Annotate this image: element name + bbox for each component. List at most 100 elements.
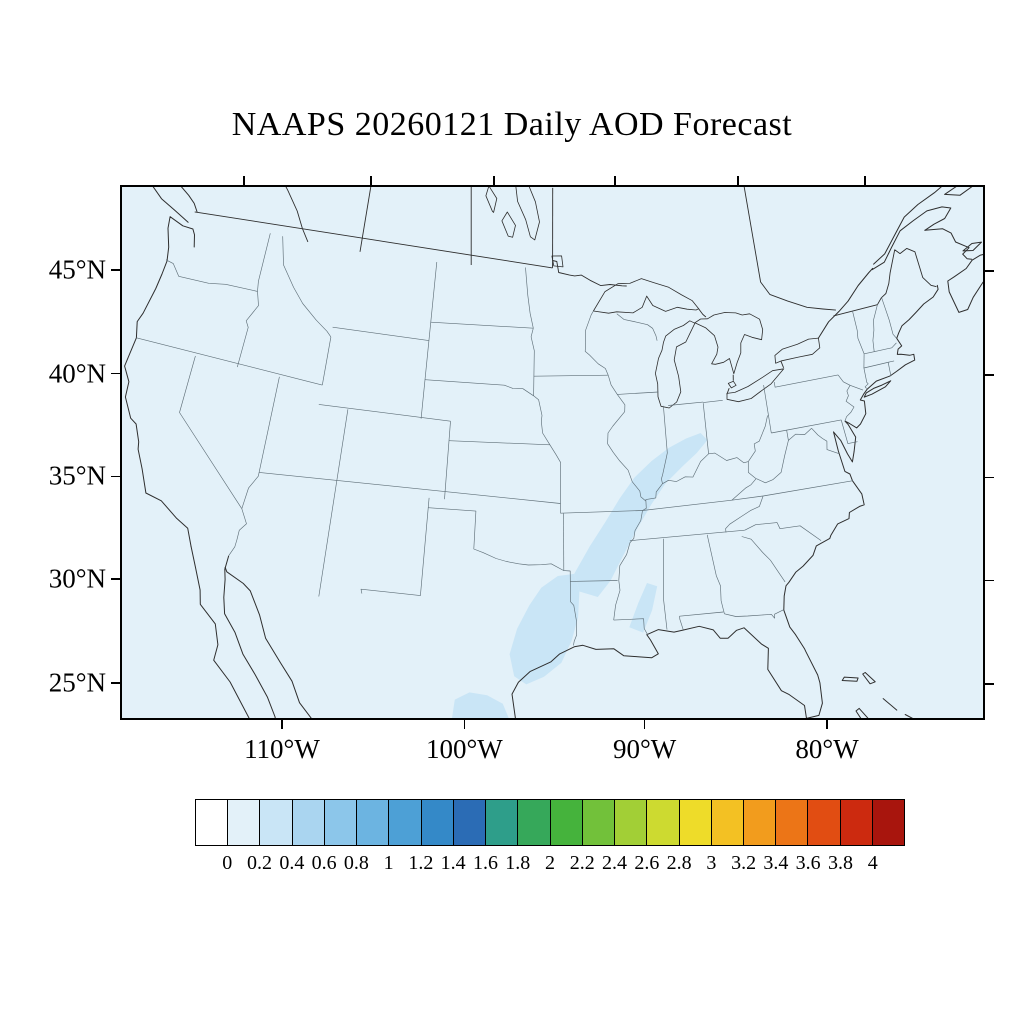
state-border	[887, 362, 892, 376]
state-border	[786, 428, 812, 441]
colorbar-cell	[581, 799, 616, 846]
colorbar-cell	[259, 799, 293, 846]
state-border	[731, 478, 757, 501]
state-border	[613, 618, 648, 635]
axis-tick	[985, 270, 994, 273]
state-border	[661, 405, 668, 484]
colorbar-tick-label: 0.6	[311, 852, 337, 874]
state-border	[708, 414, 769, 464]
colorbar-cell	[871, 799, 906, 846]
country-border	[552, 260, 627, 287]
lon-tick-label: 90°W	[612, 734, 677, 764]
country-border	[359, 185, 372, 252]
state-border	[852, 310, 865, 354]
colorbar-labels: 0 0.2 0.4 0.6 0.8 1 1.2 1.4 1.6 1.8 2 2.2 2.4 2.6 2.8 3…	[195, 852, 905, 878]
colorbar-cell	[452, 799, 487, 846]
country-border	[698, 308, 707, 318]
axis-tick	[985, 683, 994, 685]
state-border	[360, 497, 430, 596]
colorbar-tick-label: 1.4	[440, 852, 466, 874]
plot-frame	[120, 185, 985, 720]
colorbar-tick-label: 3.8	[827, 852, 853, 874]
state-border	[525, 267, 534, 329]
state-border	[763, 385, 772, 434]
colorbar-cell	[356, 799, 390, 846]
colorbar-cell	[388, 799, 422, 846]
lon-tick-label: 80°W	[795, 734, 859, 764]
colorbar-cell	[323, 799, 358, 846]
state-border	[321, 336, 332, 386]
colorbar-tick-label: 2.8	[666, 852, 692, 874]
state-border	[629, 529, 745, 542]
lon-tick-label: 100°W	[425, 734, 503, 764]
axis-tick	[111, 475, 120, 478]
state-border	[662, 453, 709, 484]
lake-outline	[593, 278, 700, 314]
colorbar-cell	[839, 799, 873, 846]
state-border	[668, 401, 704, 406]
lat-tick-label: 45°N	[48, 254, 106, 285]
coastline	[947, 253, 985, 313]
state-border	[642, 495, 764, 511]
colorbar-cell	[710, 799, 744, 846]
country-border	[780, 360, 785, 368]
colorbar-tick-label: 1.8	[505, 852, 531, 874]
state-border	[840, 419, 858, 444]
colorbar-tick-label: 3.6	[795, 852, 821, 874]
lat-tick-label: 30°N	[48, 563, 106, 594]
colorbar-cell	[227, 799, 261, 846]
colorbar-tick-label: 3.4	[763, 852, 789, 874]
state-border	[236, 291, 259, 368]
axis-tick	[111, 268, 120, 271]
aod-shaded-region	[574, 433, 708, 597]
axis-tick	[493, 176, 495, 185]
coastline	[190, 546, 276, 720]
state-border	[332, 326, 429, 341]
state-border	[448, 440, 550, 446]
axis-tick	[111, 681, 120, 684]
colorbar-tick-label: 4	[867, 852, 878, 874]
chart-title: NAAPS 20260121 Daily AOD Forecast	[231, 106, 793, 143]
state-border	[430, 321, 534, 329]
colorbar-tick-label: 0	[222, 852, 233, 874]
state-border	[725, 495, 764, 533]
lake-outline	[501, 211, 516, 238]
colorbar-cell	[807, 799, 841, 846]
axis-tick	[281, 720, 283, 729]
axis-tick	[463, 720, 466, 729]
colorbar-tick-label: 0.4	[279, 852, 305, 874]
state-border	[444, 421, 451, 500]
state-border	[560, 510, 643, 514]
country-border	[284, 185, 309, 243]
state-border	[756, 440, 789, 484]
state-border	[744, 522, 822, 541]
state-border	[881, 297, 897, 339]
colorbar-tick-label: 1.6	[472, 852, 498, 874]
coastline	[511, 284, 939, 720]
state-border	[533, 395, 551, 445]
colorbar-tick-label: 0.2	[247, 852, 273, 874]
state-border	[318, 404, 451, 422]
state-border	[584, 310, 609, 376]
state-border	[179, 355, 243, 509]
state-border	[747, 461, 757, 479]
state-border	[679, 611, 724, 630]
state-border	[872, 304, 878, 352]
state-border	[335, 409, 349, 487]
axis-tick	[643, 720, 646, 729]
state-border	[617, 391, 659, 395]
colorbar-cell	[549, 799, 583, 846]
aod-shaded-region	[509, 573, 580, 685]
colorbar-cell	[195, 799, 229, 846]
colorbar-cell	[678, 799, 712, 846]
colorbar-cell	[646, 799, 680, 846]
colorbar-tick-label: 2.2	[569, 852, 595, 874]
colorbar-tick-label: 0.8	[343, 852, 369, 874]
coastline	[924, 228, 973, 260]
state-border	[837, 374, 855, 422]
coastline	[179, 185, 198, 213]
coastline	[841, 676, 859, 682]
state-border	[318, 486, 337, 597]
state-border	[645, 483, 663, 502]
axis-tick	[111, 372, 120, 375]
